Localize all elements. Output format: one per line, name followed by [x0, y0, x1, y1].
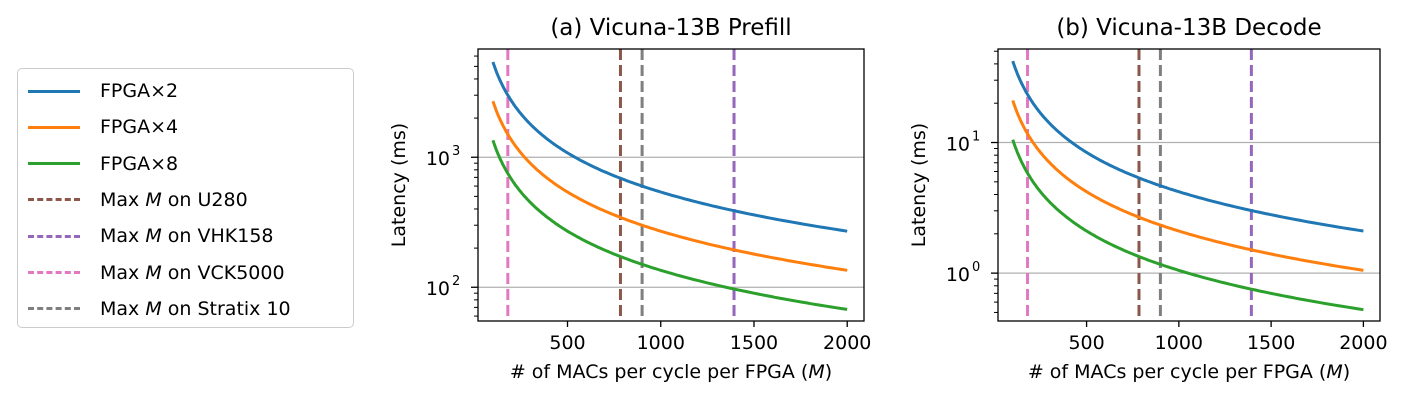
axes-frame: [997, 48, 1381, 322]
x-axis-label: # of MACs per cycle per FPGA (M): [510, 361, 832, 383]
legend-label: Max M on VCK5000: [100, 261, 285, 284]
legend-item: FPGA×4: [28, 112, 178, 142]
series-line: [1011, 60, 1364, 233]
series-line: [491, 139, 848, 311]
legend-label: Max M on Stratix 10: [100, 297, 291, 320]
y-tick-label: 10: [426, 148, 450, 170]
legend-swatch: [28, 162, 80, 166]
x-tick-label: 1500: [730, 332, 778, 354]
legend-swatch: [28, 198, 80, 202]
legend-label: FPGA×4: [100, 116, 179, 139]
legend-item: Max M on U280: [28, 185, 248, 215]
x-tick-label: 2000: [1339, 332, 1387, 354]
legend-label: FPGA×2: [100, 80, 179, 102]
y-axis-label: Latency (ms): [908, 123, 930, 247]
x-tick-label: 1000: [1155, 332, 1203, 354]
y-tick-label-exponent: 2: [452, 274, 460, 289]
legend-label: FPGA×8: [100, 152, 179, 175]
legend-swatch: [28, 307, 80, 311]
axes-frame: [477, 48, 865, 322]
legend-swatch: [28, 125, 80, 129]
legend-item: Max M on VHK158: [28, 221, 274, 251]
chart-title: (a) Vicuna-13B Prefill: [550, 15, 791, 41]
y-tick-label-exponent: 0: [972, 260, 980, 275]
legend-swatch: [28, 89, 80, 93]
series-line: [491, 61, 848, 233]
legend-label: Max M on U280: [100, 188, 248, 211]
legend-item: FPGA×2: [28, 76, 178, 106]
chart-title: (b) Vicuna-13B Decode: [1056, 15, 1321, 41]
y-tick-label: 10: [426, 278, 450, 300]
x-tick-label: 2000: [823, 332, 871, 354]
y-tick-label-exponent: 1: [972, 130, 980, 145]
y-tick-label: 10: [946, 264, 970, 286]
x-tick-label: 500: [1068, 332, 1104, 354]
x-axis-label: # of MACs per cycle per FPGA (M): [1028, 361, 1350, 383]
legend-swatch: [28, 234, 80, 238]
y-tick-label: 10: [946, 134, 970, 156]
x-tick-label: 500: [549, 332, 585, 354]
legend: FPGA×2 FPGA×4 FPGA×8 Max M on U280 Max M on …: [17, 68, 354, 328]
series-line: [1011, 139, 1364, 312]
series-line: [1011, 99, 1364, 272]
x-tick-label: 1000: [637, 332, 685, 354]
legend-swatch: [28, 271, 80, 274]
series-line: [491, 100, 848, 272]
legend-item: Max M on VCK5000: [28, 258, 285, 288]
legend-item: Max M on Stratix 10: [28, 294, 291, 324]
legend-item: FPGA×8: [28, 149, 178, 179]
legend-label: Max M on VHK158: [100, 225, 274, 248]
y-tick-label-exponent: 3: [452, 144, 460, 159]
y-axis-label: Latency (ms): [388, 123, 410, 247]
x-tick-label: 1500: [1247, 332, 1295, 354]
